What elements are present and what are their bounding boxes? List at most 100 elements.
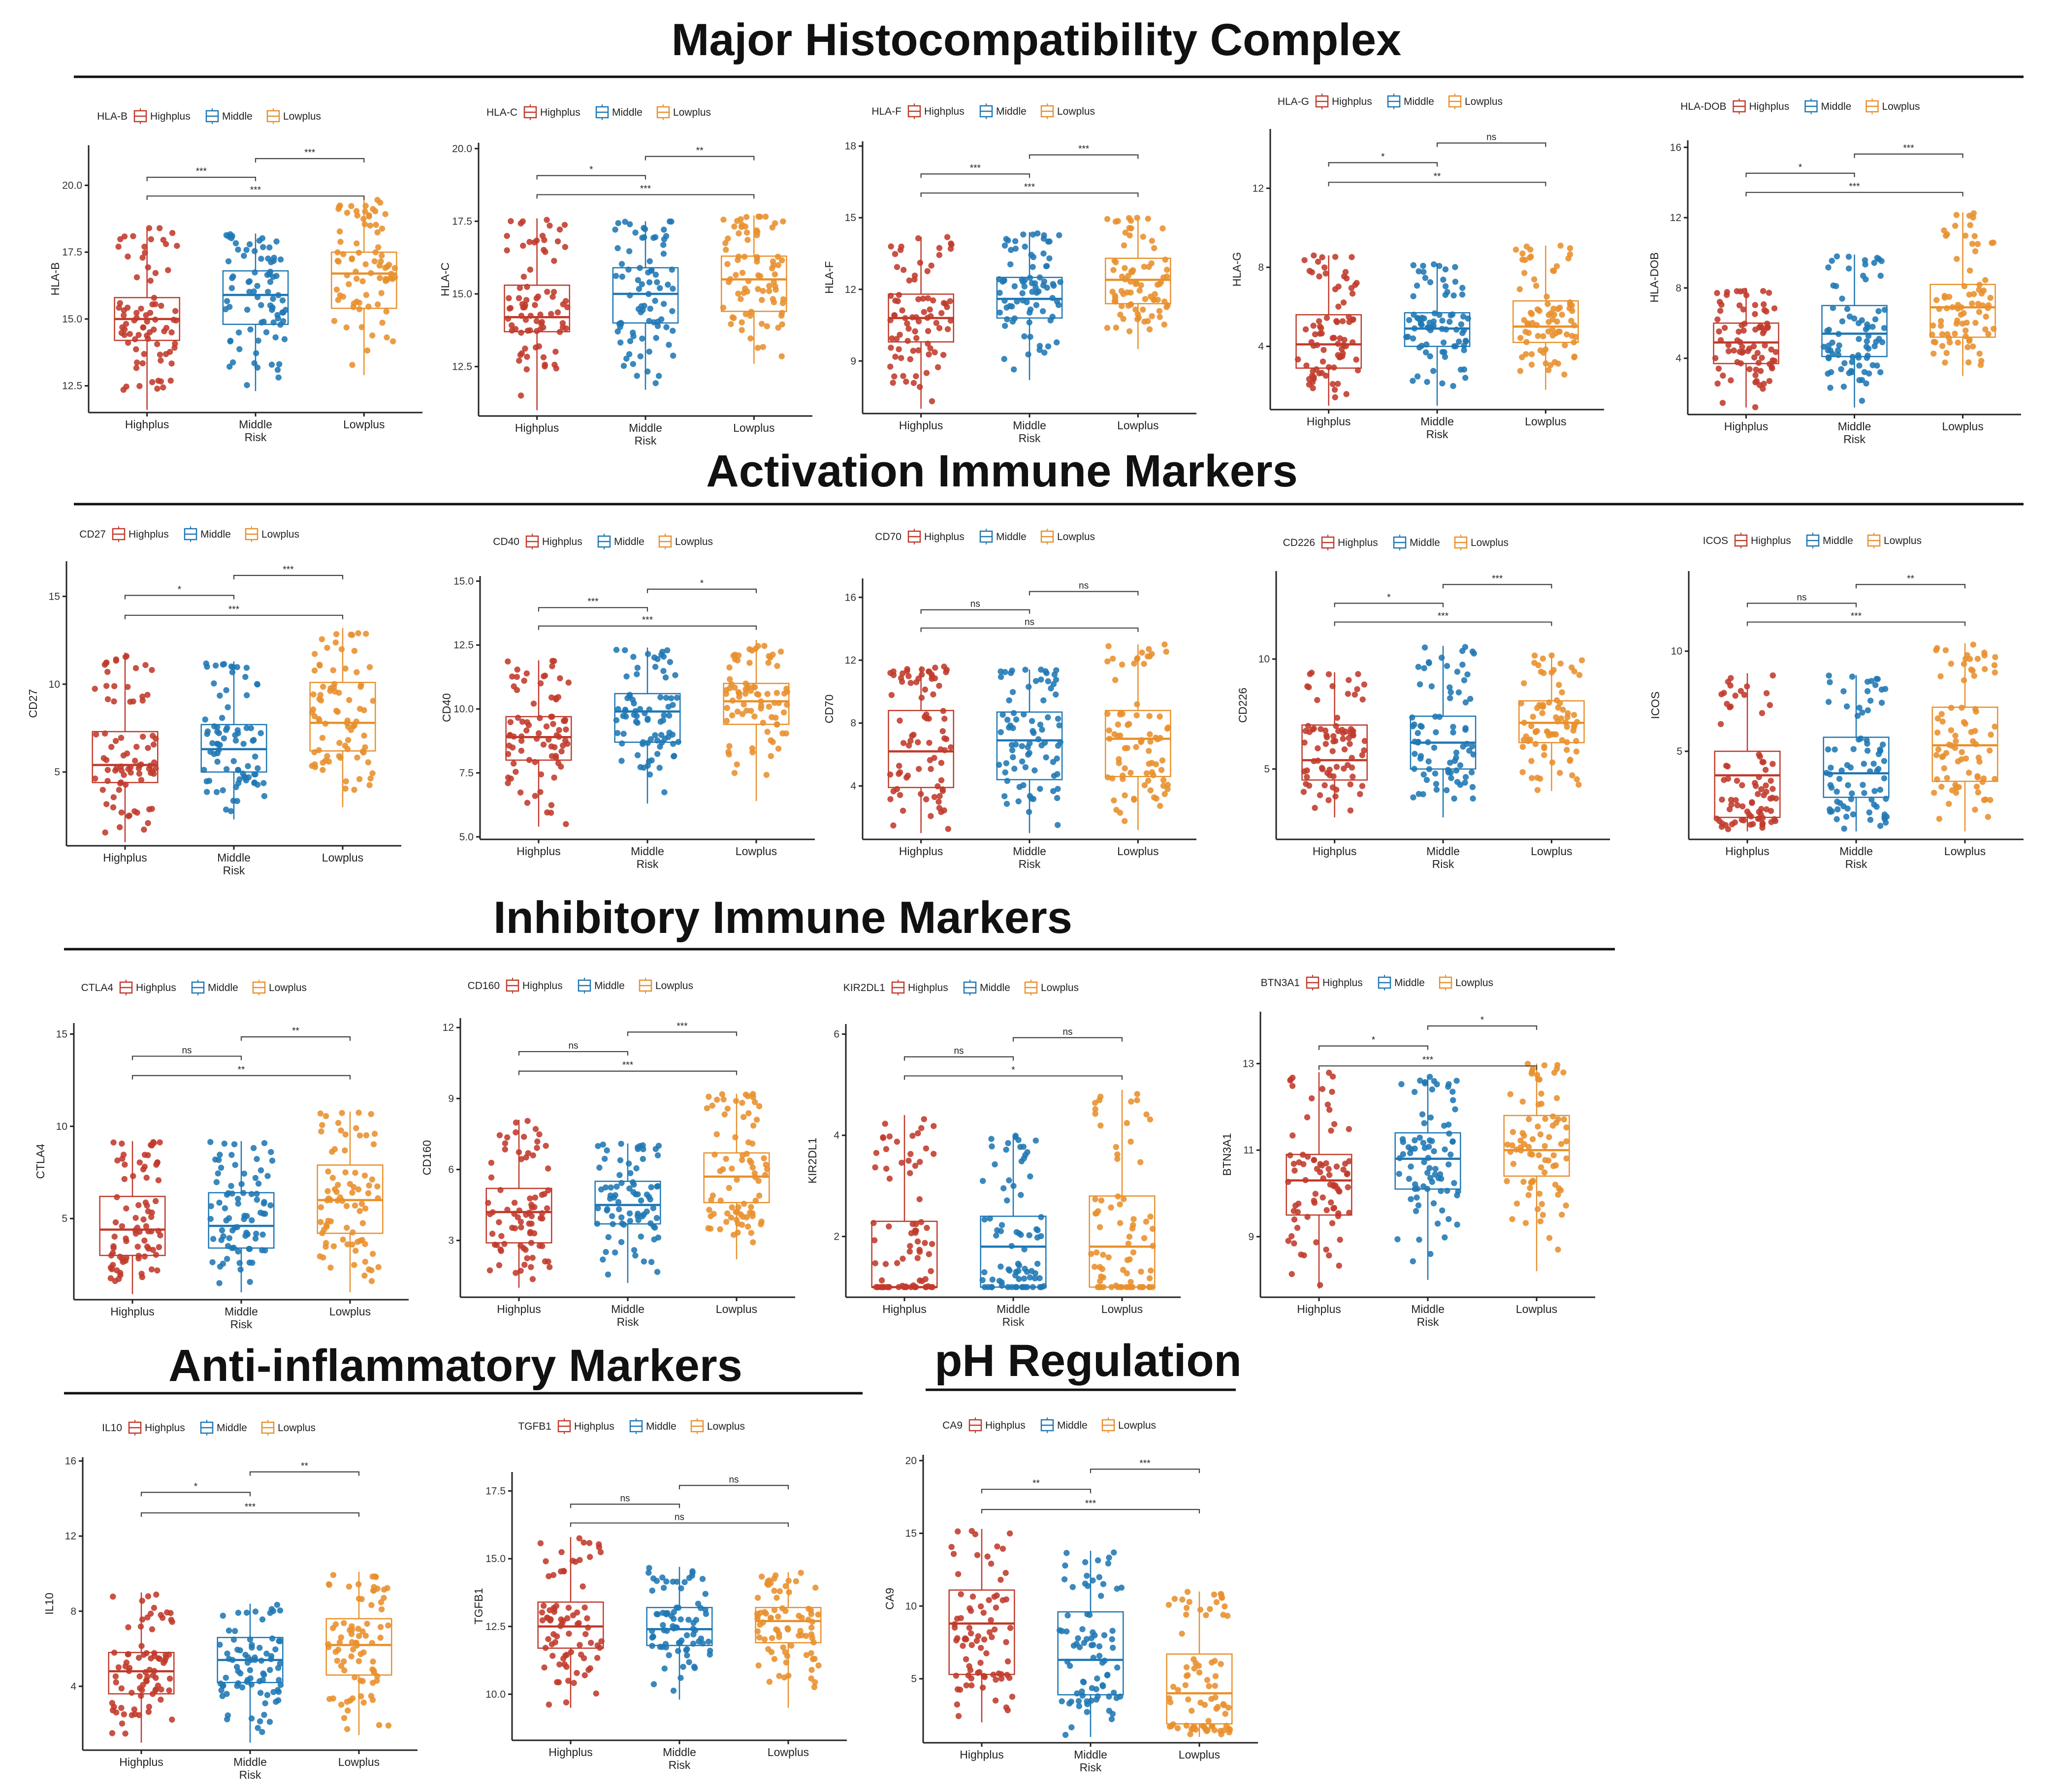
- data-point: [1461, 347, 1467, 353]
- legend-label-highplus: Highplus: [136, 982, 176, 993]
- data-point: [151, 1604, 158, 1611]
- data-point: [1019, 758, 1026, 765]
- data-point: [986, 1597, 992, 1603]
- data-point: [1470, 795, 1476, 802]
- legend-label-highplus: Highplus: [1322, 977, 1363, 989]
- data-point: [1004, 316, 1010, 322]
- data-point: [1717, 721, 1724, 728]
- points-middle: [1403, 261, 1471, 389]
- data-point: [534, 736, 540, 742]
- legend-key-highplus: Highplus: [1734, 533, 1791, 548]
- data-point: [1541, 1169, 1548, 1176]
- data-point: [1769, 786, 1776, 792]
- data-point: [749, 1140, 756, 1147]
- box-middle: [1823, 672, 1890, 832]
- data-point: [1045, 678, 1051, 685]
- y-tick-label: 8: [850, 718, 856, 729]
- data-point: [1826, 355, 1832, 361]
- significance-bracket: [1854, 153, 1963, 158]
- data-point: [938, 760, 945, 766]
- data-point: [1001, 297, 1008, 304]
- y-tick-label: 12: [845, 284, 856, 295]
- data-point: [587, 1554, 593, 1560]
- data-point: [148, 236, 154, 243]
- data-point: [1571, 322, 1577, 328]
- data-point: [931, 1151, 937, 1157]
- data-point: [748, 1230, 755, 1236]
- legend: CD40 Highplus Middle Lowplus: [493, 534, 713, 549]
- data-point: [551, 257, 557, 264]
- data-point: [1465, 315, 1471, 322]
- data-point: [766, 283, 772, 289]
- data-point: [1883, 796, 1889, 802]
- data-point: [724, 1105, 731, 1112]
- data-point: [1734, 777, 1740, 784]
- data-point: [1466, 747, 1473, 754]
- data-point: [1323, 1247, 1329, 1253]
- x-axis-title: Risk: [1019, 858, 1041, 870]
- data-point: [771, 279, 777, 286]
- data-point: [741, 1201, 747, 1207]
- data-point: [1958, 304, 1964, 311]
- box-highplus: [1713, 672, 1781, 832]
- data-point: [1104, 216, 1111, 223]
- points-middle: [201, 660, 268, 814]
- data-point: [739, 1157, 745, 1163]
- data-point: [660, 251, 667, 257]
- data-point: [1519, 1098, 1526, 1105]
- points-middle: [1823, 672, 1890, 832]
- data-point: [780, 1644, 786, 1651]
- data-point: [1552, 1182, 1559, 1188]
- legend-label-lowplus: Lowplus: [1057, 531, 1095, 543]
- data-point: [235, 1200, 241, 1207]
- data-point: [1523, 339, 1530, 345]
- data-point: [1449, 311, 1456, 318]
- data-point: [1361, 737, 1368, 744]
- data-point: [1333, 764, 1340, 770]
- data-point: [1948, 727, 1954, 734]
- data-point: [763, 771, 770, 778]
- x-tick-label-middle: Middle: [217, 851, 251, 864]
- data-point: [362, 1632, 369, 1639]
- data-point: [368, 1602, 375, 1608]
- significance-label: ***: [1078, 144, 1090, 155]
- data-point: [915, 347, 922, 353]
- data-point: [595, 1143, 601, 1150]
- data-point: [883, 1146, 890, 1152]
- data-point: [1040, 282, 1047, 288]
- data-point: [1341, 746, 1348, 753]
- data-point: [243, 1609, 250, 1616]
- data-point: [652, 271, 659, 278]
- legend-key-highplus: Highplus: [525, 534, 582, 549]
- data-point: [775, 1613, 781, 1620]
- data-point: [374, 196, 381, 203]
- data-point: [155, 1177, 162, 1184]
- data-point: [562, 244, 569, 250]
- data-point: [140, 734, 146, 740]
- data-point: [1446, 1130, 1452, 1137]
- data-point: [111, 683, 118, 689]
- data-point: [1125, 1241, 1132, 1247]
- data-point: [1112, 298, 1119, 305]
- data-point: [1859, 397, 1866, 404]
- data-point: [1517, 368, 1523, 374]
- data-point: [1100, 1251, 1106, 1258]
- data-point: [1769, 672, 1776, 679]
- box-middle: [612, 218, 679, 390]
- significance-label: ***: [1422, 1055, 1434, 1065]
- data-point: [919, 1278, 926, 1284]
- data-point: [1830, 305, 1836, 311]
- data-point: [152, 301, 159, 307]
- data-point: [646, 706, 653, 713]
- data-point: [803, 1652, 810, 1658]
- data-point: [980, 1609, 987, 1616]
- data-point: [276, 361, 283, 367]
- data-point: [1005, 1266, 1012, 1273]
- data-point: [321, 1226, 327, 1233]
- data-point: [110, 1245, 117, 1251]
- data-point: [174, 243, 180, 249]
- data-point: [947, 318, 954, 324]
- data-point: [652, 732, 658, 738]
- data-point: [113, 765, 120, 772]
- data-point: [545, 1165, 551, 1172]
